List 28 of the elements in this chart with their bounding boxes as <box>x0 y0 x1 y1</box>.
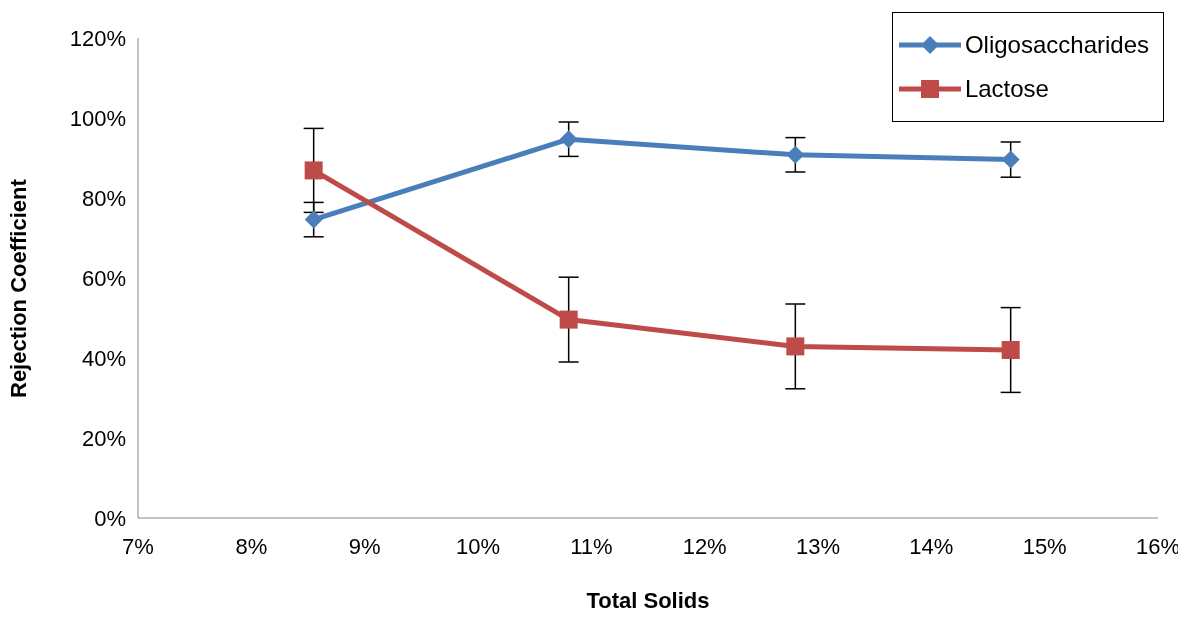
y-tick-label: 60% <box>81 265 126 291</box>
y-tick-label: 40% <box>81 345 126 371</box>
x-tick-label: 12% <box>682 533 727 559</box>
y-tick-label: 20% <box>81 425 126 451</box>
point <box>1001 341 1020 359</box>
legend-label: Lactose <box>964 75 1049 103</box>
point <box>786 337 805 356</box>
x-axis-title: Total Solids <box>586 588 710 613</box>
legend-label: Oligosaccharides <box>964 31 1149 59</box>
point <box>559 310 578 329</box>
point <box>559 130 578 149</box>
x-tick-label: 10% <box>455 533 501 559</box>
x-tick-label: 8% <box>235 533 268 559</box>
point <box>304 210 323 229</box>
y-axis-title: Rejection Coefficient <box>5 178 31 398</box>
point <box>304 161 323 180</box>
x-tick-label: 9% <box>348 533 381 559</box>
point <box>1001 150 1020 169</box>
x-tick-label: 13% <box>795 533 841 559</box>
x-tick-label: 7% <box>122 533 154 559</box>
y-tick-label: 0% <box>94 505 126 531</box>
y-tick-label: 100% <box>69 105 126 131</box>
point <box>786 145 805 164</box>
x-tick-label: 11% <box>570 533 613 559</box>
x-tick-label: 14% <box>909 533 954 559</box>
y-tick-label: 120% <box>69 25 126 51</box>
x-tick-label: 15% <box>1022 533 1067 559</box>
y-tick-label: 80% <box>81 185 126 211</box>
